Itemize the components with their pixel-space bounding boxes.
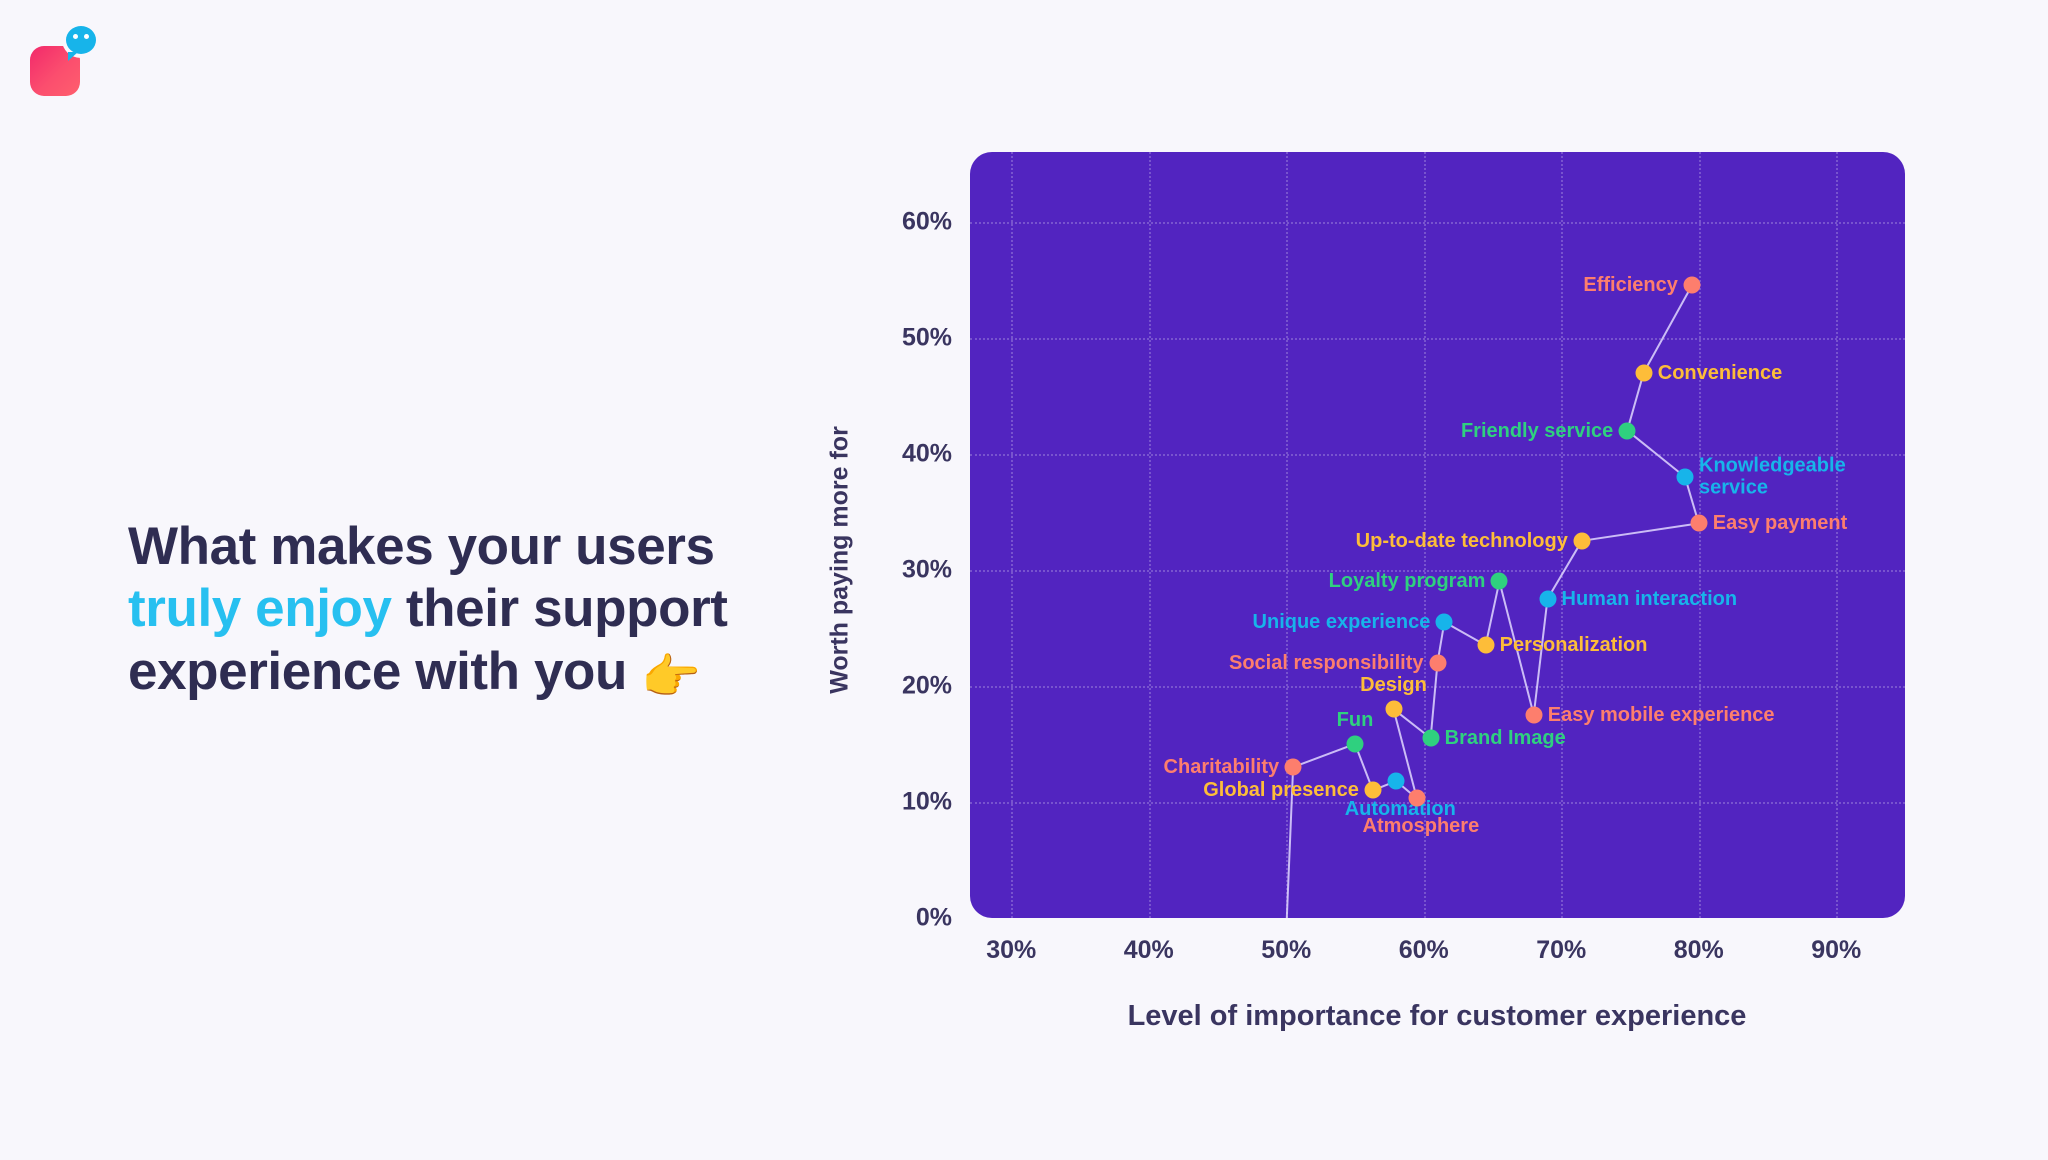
data-point[interactable] [1683,276,1701,294]
data-point[interactable] [1635,364,1653,381]
data-point[interactable] [1429,654,1446,672]
data-point-label: Brand Image [1444,726,1566,749]
data-point[interactable] [1284,758,1302,776]
data-point-label: Design [1360,673,1427,696]
connector-line [1484,581,1501,646]
y-axis-tick-label: 60% [901,207,952,236]
x-axis-label: Level of importance for customer experie… [1127,1000,1747,1032]
y-axis-tick-label: 20% [901,671,952,700]
connector-line [1581,522,1699,542]
data-point[interactable] [1525,706,1543,724]
gridline-vertical [1561,152,1564,918]
gridline-horizontal [970,685,1905,688]
y-axis-label: Worth paying more for [825,426,854,694]
gridline-vertical [1286,152,1289,918]
plot-area: Efficiency Convenience Friendly service Kno… [970,152,1905,918]
gridline-horizontal [970,569,1905,572]
data-point-label: Knowledgeable service [1699,454,1846,499]
data-point-label: Unique experience [1252,610,1431,633]
headline-part-one: What makes your users [128,516,715,576]
gridline-horizontal [970,453,1905,456]
headline-highlight: truly enjoy [128,579,392,639]
brand-logo[interactable] [26,20,116,100]
data-point[interactable] [1387,772,1405,790]
page-title: What makes your users truly enjoy their … [128,516,748,707]
data-point-label: Fun [1336,708,1374,731]
data-point[interactable] [1573,532,1591,550]
data-point[interactable] [1490,572,1508,590]
y-axis-tick-label: 50% [901,323,952,352]
x-axis-tick-label: 40% [1123,936,1174,964]
x-axis-tick-label: 50% [1261,936,1312,964]
connector-line [1292,742,1356,769]
data-point[interactable] [1408,789,1426,807]
y-axis-tick-label: 30% [901,555,952,584]
data-point-label: Loyalty program [1328,570,1486,593]
data-point[interactable] [1690,514,1708,532]
y-axis-tick-label: 10% [901,787,952,816]
data-point[interactable] [1364,781,1382,799]
gridline-vertical [1836,152,1839,918]
data-point-label: Human interaction [1561,587,1738,610]
x-axis-tick-label: 90% [1811,936,1862,964]
data-point-label: Global presence [1203,779,1359,802]
gridline-vertical [1423,152,1426,918]
gridline-horizontal [970,221,1905,224]
data-point[interactable] [1422,729,1440,747]
data-point[interactable] [1676,468,1694,486]
gridline-horizontal [970,337,1905,340]
data-point-label: Personalization [1499,634,1648,657]
x-axis-tick-label: 70% [1536,936,1587,964]
gridline-vertical [1698,152,1701,918]
data-point[interactable] [1618,422,1636,440]
data-point[interactable] [1346,735,1364,753]
data-point-label: Easy payment [1712,512,1848,535]
data-point-label: Charitability [1163,755,1280,778]
y-axis-tick-label: 40% [901,439,952,468]
x-axis-tick-label: 80% [1673,936,1724,964]
headline-part-two: their support experience with you [128,579,728,701]
connector-line [1532,598,1549,716]
data-point-label: Convenience [1657,361,1783,384]
y-axis-tick-label: 0% [915,903,952,932]
bubble-dot-icon [73,34,78,39]
connector-line [1642,284,1693,373]
gridline-vertical [1011,152,1014,918]
gridline-vertical [1148,152,1151,918]
gridline-horizontal [970,801,1905,804]
data-point-label: Friendly service [1460,419,1614,442]
chat-bubble-icon [62,22,100,61]
data-point-label: Social responsibility [1228,651,1424,674]
x-axis-tick-label: 30% [986,936,1037,964]
data-point-label: Efficiency [1583,274,1678,297]
data-point[interactable] [1435,613,1453,631]
data-point[interactable] [1477,636,1495,654]
connector-line [1429,662,1439,739]
bubble-dot-icon [84,34,89,39]
data-point[interactable] [1539,590,1556,608]
data-point-label: Up-to-date technology [1355,529,1568,552]
x-axis-tick-label: 60% [1398,936,1449,964]
data-point-label: Automation [1344,797,1456,820]
pointing-right-emoji-icon: 👉 [641,650,701,704]
data-point[interactable] [1385,700,1402,718]
data-point-label: Atmosphere [1362,815,1480,838]
data-point-label: Easy mobile experience [1547,703,1775,726]
